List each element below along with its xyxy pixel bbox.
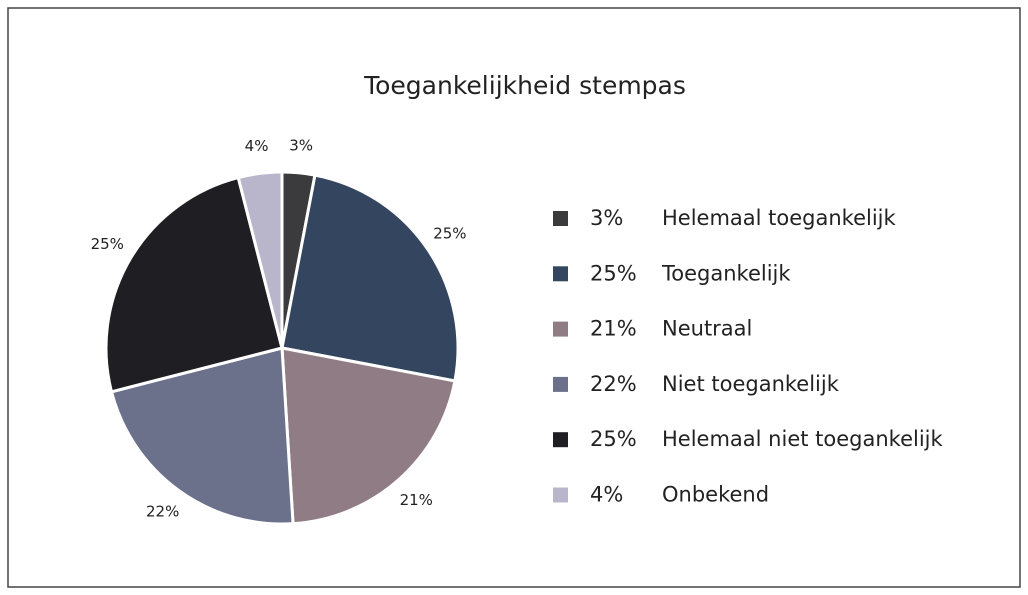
legend-label: Onbekend — [662, 483, 769, 507]
legend-swatch — [553, 432, 568, 448]
legend-label: Helemaal toegankelijk — [662, 206, 897, 230]
chart-title: Toegankelijkheid stempas — [363, 71, 686, 100]
legend-swatch — [553, 376, 568, 392]
legend-label: Helemaal niet toegankelijk — [662, 427, 943, 451]
legend-value: 3% — [590, 206, 623, 230]
data-label: 22% — [146, 503, 179, 521]
legend-label: Niet toegankelijk — [662, 372, 840, 396]
pie-slice — [236, 170, 284, 349]
legend-value: 25% — [590, 427, 637, 451]
data-label: 25% — [433, 224, 466, 242]
legend-value: 21% — [590, 317, 637, 341]
legend-swatch — [553, 321, 568, 337]
data-label: 21% — [400, 491, 433, 509]
data-label: 4% — [245, 137, 269, 155]
pie-slice — [104, 175, 284, 394]
legend-swatch — [553, 487, 568, 503]
legend-value: 22% — [590, 372, 637, 396]
pie-slice — [280, 173, 460, 383]
legend-label: Neutraal — [662, 317, 752, 341]
pie-slice — [109, 346, 295, 526]
legend-value: 4% — [590, 483, 623, 507]
data-label: 25% — [91, 235, 124, 253]
legend-swatch — [553, 266, 568, 282]
legend-swatch — [553, 211, 568, 226]
data-label: 3% — [289, 136, 313, 154]
pie-slice — [280, 346, 457, 526]
legend-value: 25% — [590, 261, 637, 285]
legend-label: Toegankelijk — [661, 261, 791, 285]
